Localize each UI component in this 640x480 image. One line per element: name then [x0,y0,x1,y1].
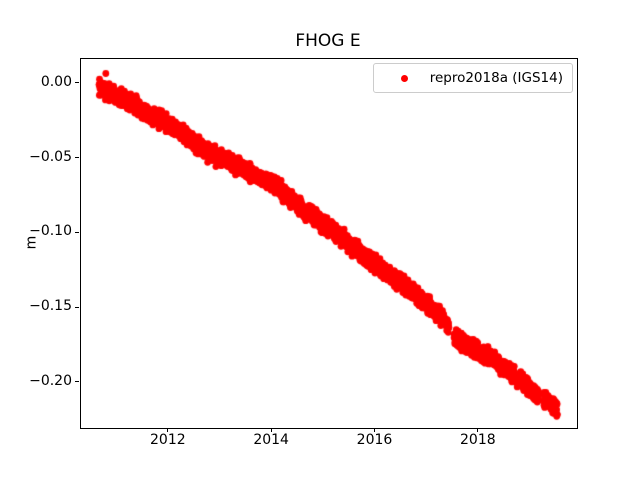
legend-marker-dot [400,74,408,82]
y-tick-label: −0.05 [29,148,72,165]
y-tick-label: −0.15 [29,298,72,315]
scatter-canvas [81,59,577,428]
legend: repro2018a (IGS14) [372,63,573,93]
plot-area: repro2018a (IGS14) [80,58,578,429]
y-tick-label: −0.20 [29,372,72,389]
legend-label: repro2018a (IGS14) [429,70,563,86]
x-tick-mark [270,428,272,432]
y-tick-mark [75,306,79,308]
y-tick-mark [75,231,79,233]
x-tick-label: 2014 [253,432,289,448]
x-tick-label: 2012 [150,432,186,448]
chart-title: FHOG E [295,31,361,51]
x-tick-label: 2018 [460,432,496,448]
y-tick-mark [75,82,79,84]
y-tick-mark [75,381,79,383]
y-tick-mark [75,157,79,159]
x-tick-mark [477,428,479,432]
x-tick-label: 2016 [356,432,393,448]
y-tick-label: 0.00 [40,73,72,90]
x-tick-mark [167,428,169,432]
y-tick-label: −0.10 [29,223,72,240]
x-tick-mark [374,428,375,432]
